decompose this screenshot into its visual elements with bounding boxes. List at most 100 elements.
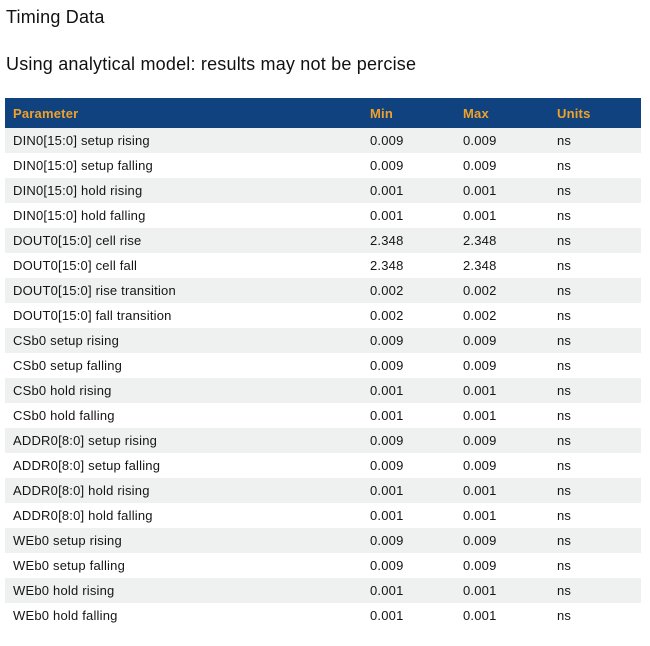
max-cell: 0.009 xyxy=(463,533,497,548)
table-row: DIN0[15:0] setup rising 0.009 0.009 ns xyxy=(5,128,641,153)
param-cell: DOUT0[15:0] fall transition xyxy=(13,308,172,323)
max-cell: 0.002 xyxy=(463,283,497,298)
table-row: WEb0 hold falling 0.001 0.001 ns xyxy=(5,603,641,628)
units-cell: ns xyxy=(557,358,572,373)
min-cell: 0.001 xyxy=(370,508,404,523)
min-cell: 0.001 xyxy=(370,608,404,623)
min-cell: 0.001 xyxy=(370,208,404,223)
max-cell: 0.001 xyxy=(463,608,497,623)
table-row: CSb0 setup rising 0.009 0.009 ns xyxy=(5,328,641,353)
units-cell: ns xyxy=(557,233,572,248)
column-header-max: Max xyxy=(463,98,557,128)
max-cell: 0.001 xyxy=(463,183,497,198)
min-cell: 0.009 xyxy=(370,533,404,548)
table-row: DOUT0[15:0] fall transition 0.002 0.002 ns xyxy=(5,303,641,328)
min-cell: 0.002 xyxy=(370,283,404,298)
param-cell: DIN0[15:0] hold falling xyxy=(13,208,146,223)
units-cell: ns xyxy=(557,608,572,623)
param-cell: WEb0 hold falling xyxy=(13,608,118,623)
max-cell: 2.348 xyxy=(463,258,497,273)
table-row: DOUT0[15:0] rise transition 0.002 0.002 ns xyxy=(5,278,641,303)
min-cell: 0.001 xyxy=(370,583,404,598)
max-cell: 0.001 xyxy=(463,583,497,598)
max-cell: 0.009 xyxy=(463,358,497,373)
table-row: DIN0[15:0] setup falling 0.009 0.009 ns xyxy=(5,153,641,178)
units-cell: ns xyxy=(557,333,572,348)
max-cell: 0.009 xyxy=(463,158,497,173)
min-cell: 0.001 xyxy=(370,183,404,198)
table-row: ADDR0[8:0] hold falling 0.001 0.001 ns xyxy=(5,503,641,528)
param-cell: DOUT0[15:0] cell fall xyxy=(13,258,138,273)
table-row: CSb0 hold falling 0.001 0.001 ns xyxy=(5,403,641,428)
units-cell: ns xyxy=(557,158,572,173)
units-cell: ns xyxy=(557,508,572,523)
min-cell: 0.009 xyxy=(370,358,404,373)
min-cell: 0.001 xyxy=(370,483,404,498)
table-row: CSb0 setup falling 0.009 0.009 ns xyxy=(5,353,641,378)
max-cell: 2.348 xyxy=(463,233,497,248)
column-header-parameter: Parameter xyxy=(5,98,370,128)
param-cell: DIN0[15:0] setup falling xyxy=(13,158,153,173)
table-row: DIN0[15:0] hold falling 0.001 0.001 ns xyxy=(5,203,641,228)
min-cell: 0.009 xyxy=(370,158,404,173)
table-row: CSb0 hold rising 0.001 0.001 ns xyxy=(5,378,641,403)
table-row: ADDR0[8:0] setup falling 0.009 0.009 ns xyxy=(5,453,641,478)
column-header-min: Min xyxy=(370,98,463,128)
min-cell: 0.009 xyxy=(370,133,404,148)
param-cell: ADDR0[8:0] setup falling xyxy=(13,458,161,473)
max-cell: 0.009 xyxy=(463,133,497,148)
units-cell: ns xyxy=(557,258,572,273)
min-cell: 0.001 xyxy=(370,408,404,423)
units-cell: ns xyxy=(557,133,572,148)
page-title: Timing Data xyxy=(6,7,105,27)
max-cell: 0.001 xyxy=(463,408,497,423)
param-cell: CSb0 setup falling xyxy=(13,358,123,373)
max-cell: 0.001 xyxy=(463,383,497,398)
units-cell: ns xyxy=(557,283,572,298)
max-cell: 0.009 xyxy=(463,458,497,473)
param-cell: WEb0 hold rising xyxy=(13,583,115,598)
param-cell: DIN0[15:0] hold rising xyxy=(13,183,143,198)
max-cell: 0.001 xyxy=(463,508,497,523)
table-row: ADDR0[8:0] setup rising 0.009 0.009 ns xyxy=(5,428,641,453)
table-header-row: Parameter Min Max Units xyxy=(5,98,641,128)
param-cell: CSb0 setup rising xyxy=(13,333,120,348)
units-cell: ns xyxy=(557,383,572,398)
units-cell: ns xyxy=(557,308,572,323)
table-body: DIN0[15:0] setup rising 0.009 0.009 ns DIN0[… xyxy=(5,128,641,628)
page-subtitle: Using analytical model: results may not … xyxy=(6,54,417,74)
min-cell: 0.001 xyxy=(370,383,404,398)
table-header: Parameter Min Max Units xyxy=(5,98,641,128)
param-cell: ADDR0[8:0] setup rising xyxy=(13,433,158,448)
table-row: WEb0 setup rising 0.009 0.009 ns xyxy=(5,528,641,553)
units-cell: ns xyxy=(557,433,572,448)
max-cell: 0.009 xyxy=(463,433,497,448)
units-cell: ns xyxy=(557,458,572,473)
param-cell: DOUT0[15:0] rise transition xyxy=(13,283,176,298)
max-cell: 0.009 xyxy=(463,333,497,348)
column-header-units: Units xyxy=(557,98,641,128)
table-row: DOUT0[15:0] cell fall 2.348 2.348 ns xyxy=(5,253,641,278)
param-cell: WEb0 setup rising xyxy=(13,533,122,548)
min-cell: 2.348 xyxy=(370,258,404,273)
units-cell: ns xyxy=(557,533,572,548)
units-cell: ns xyxy=(557,183,572,198)
units-cell: ns xyxy=(557,483,572,498)
table-row: ADDR0[8:0] hold rising 0.001 0.001 ns xyxy=(5,478,641,503)
units-cell: ns xyxy=(557,408,572,423)
min-cell: 2.348 xyxy=(370,233,404,248)
table-row: DIN0[15:0] hold rising 0.001 0.001 ns xyxy=(5,178,641,203)
max-cell: 0.002 xyxy=(463,308,497,323)
min-cell: 0.009 xyxy=(370,458,404,473)
timing-data-table: Parameter Min Max Units DIN0[15:0] setup… xyxy=(5,98,641,628)
max-cell: 0.001 xyxy=(463,483,497,498)
units-cell: ns xyxy=(557,208,572,223)
param-cell: ADDR0[8:0] hold falling xyxy=(13,508,153,523)
min-cell: 0.009 xyxy=(370,558,404,573)
min-cell: 0.002 xyxy=(370,308,404,323)
max-cell: 0.001 xyxy=(463,208,497,223)
param-cell: ADDR0[8:0] hold rising xyxy=(13,483,150,498)
param-cell: CSb0 hold falling xyxy=(13,408,115,423)
table-row: DOUT0[15:0] cell rise 2.348 2.348 ns xyxy=(5,228,641,253)
